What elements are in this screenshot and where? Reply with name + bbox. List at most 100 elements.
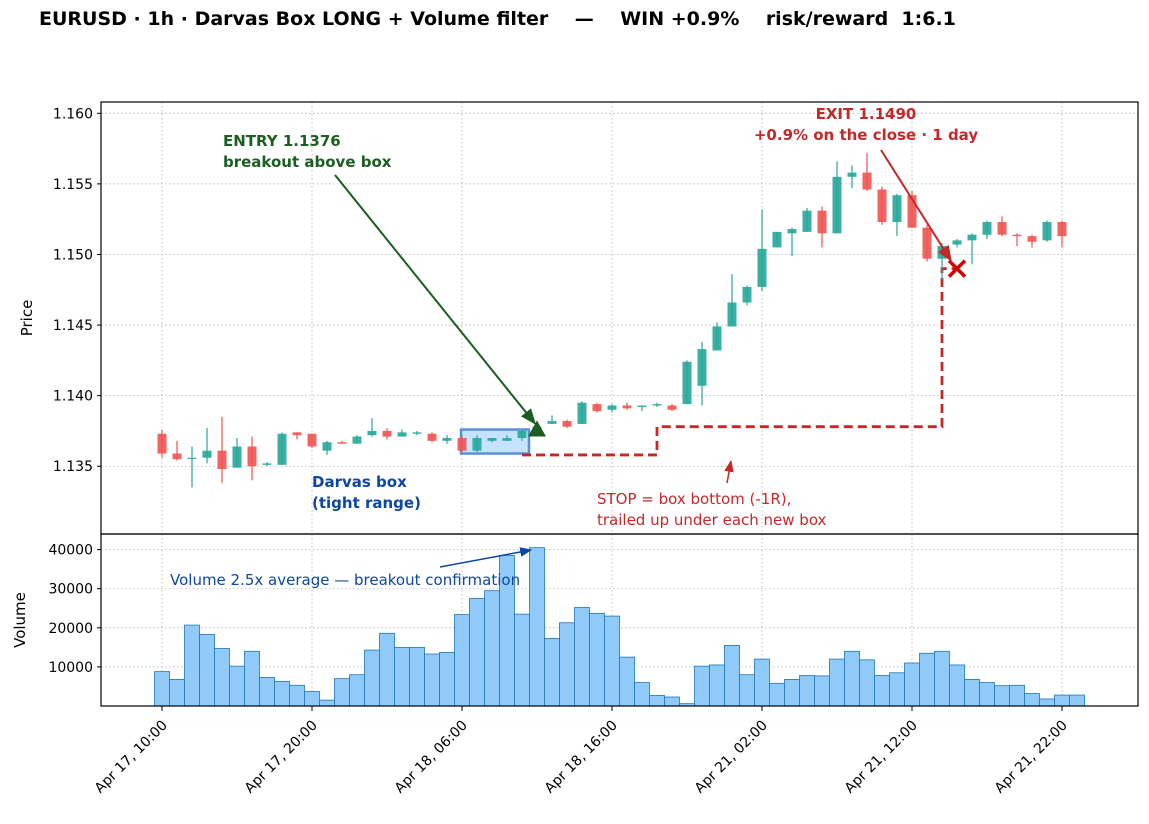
candle-body — [247, 446, 257, 467]
volume-bar — [1009, 684, 1025, 707]
volume-panel-frame — [100, 533, 1139, 707]
candle-body — [457, 438, 467, 451]
candle-body — [307, 433, 317, 447]
volume-tick-label: 30000 — [48, 582, 93, 598]
candle-body — [667, 405, 677, 410]
candle-body — [1042, 222, 1052, 241]
candle-body — [292, 432, 302, 436]
volume-bar — [1054, 694, 1070, 707]
candle-body — [757, 248, 767, 287]
candle-body — [982, 222, 992, 235]
darvas-box-label-line1: Darvas box — [312, 473, 407, 491]
candle-body — [1057, 222, 1067, 237]
exit-label-line2: +0.9% on the close · 1 day — [754, 126, 978, 144]
candle-body — [412, 432, 422, 434]
volume-bar — [244, 650, 260, 707]
volume-bar — [289, 684, 305, 707]
x-tick-label: Apr 21, 12:00 — [842, 718, 921, 797]
volume-annotation: Volume 2.5x average — breakout confirmat… — [170, 571, 520, 589]
candle-body — [727, 302, 737, 327]
price-tick-label: 1.150 — [53, 247, 93, 263]
candle-body — [802, 210, 812, 232]
volume-bar — [634, 682, 650, 707]
candle-body — [397, 432, 407, 437]
volume-arrow — [439, 547, 533, 568]
candle-body — [442, 438, 452, 441]
candle-body — [472, 438, 482, 451]
candle-body — [637, 405, 647, 407]
volume-bar — [364, 649, 380, 707]
candle-body — [697, 349, 707, 386]
candle-body — [892, 195, 902, 222]
x-tick-label: Apr 18, 16:00 — [542, 718, 621, 797]
volume-bar — [379, 632, 395, 707]
volume-bar — [844, 650, 860, 707]
candle-body — [817, 210, 827, 234]
entry-marker — [528, 420, 546, 437]
candle-body — [562, 421, 572, 427]
entry-label-line1: ENTRY 1.1376 — [223, 132, 341, 150]
volume-bar — [904, 662, 920, 707]
candle-body — [772, 231, 782, 248]
candle-body — [862, 172, 872, 190]
volume-bar — [574, 607, 590, 707]
volume-bar — [544, 637, 560, 707]
x-tick-label: Apr 18, 06:00 — [392, 718, 471, 797]
volume-bar — [199, 634, 215, 707]
candle-body — [922, 227, 932, 259]
volume-tick-label: 40000 — [48, 543, 93, 559]
candle-body — [217, 450, 227, 470]
candle-body — [157, 433, 167, 454]
candle-body — [997, 222, 1007, 235]
candle-body — [577, 402, 587, 424]
volume-bar — [649, 695, 665, 707]
price-tick-label: 1.155 — [53, 177, 93, 193]
volume-bar — [889, 672, 905, 707]
volume-axis-label: Volume — [11, 592, 29, 648]
volume-bar — [619, 656, 635, 707]
candle-body — [847, 172, 857, 177]
volume-bar — [154, 671, 170, 707]
volume-bar — [559, 622, 575, 707]
candle-body — [172, 453, 182, 460]
candle-body — [1012, 234, 1022, 237]
price-tick-label: 1.135 — [53, 459, 93, 475]
volume-bar — [604, 615, 620, 707]
volume-bar — [229, 665, 245, 707]
volume-bar — [1024, 693, 1040, 707]
candle-body — [787, 229, 797, 234]
volume-bar — [1039, 698, 1055, 707]
price-tick-label: 1.160 — [53, 106, 93, 122]
volume-bar — [829, 658, 845, 707]
volume-bar — [514, 613, 530, 707]
candle-body — [652, 404, 662, 406]
chart-title: EURUSD · 1h · Darvas Box LONG + Volume f… — [39, 8, 956, 30]
candle-body — [367, 430, 377, 436]
candle-body — [742, 286, 752, 303]
candle-body — [907, 195, 917, 228]
volume-bar — [739, 674, 755, 707]
volume-bar — [589, 612, 605, 707]
exit-label-line1: EXIT 1.1490 — [816, 105, 917, 123]
candle-body — [337, 442, 347, 444]
candle-body — [382, 430, 392, 437]
candle-body — [187, 457, 197, 459]
candle-body — [832, 176, 842, 234]
x-tick-label: Apr 17, 10:00 — [92, 718, 171, 797]
volume-bar — [964, 679, 980, 707]
exit-arrow — [880, 149, 952, 262]
candle-body — [1027, 236, 1037, 242]
candle-body — [322, 442, 332, 451]
candle-body — [607, 405, 617, 410]
volume-bar — [439, 652, 455, 707]
volume-bar — [334, 678, 350, 707]
candle-body — [682, 361, 692, 405]
volume-bar — [859, 659, 875, 707]
volume-bar — [664, 696, 680, 707]
candle-body — [232, 446, 242, 468]
stop-arrow — [724, 459, 734, 484]
volume-bar — [934, 650, 950, 707]
candle-body — [952, 240, 962, 245]
volume-bar — [424, 653, 440, 707]
